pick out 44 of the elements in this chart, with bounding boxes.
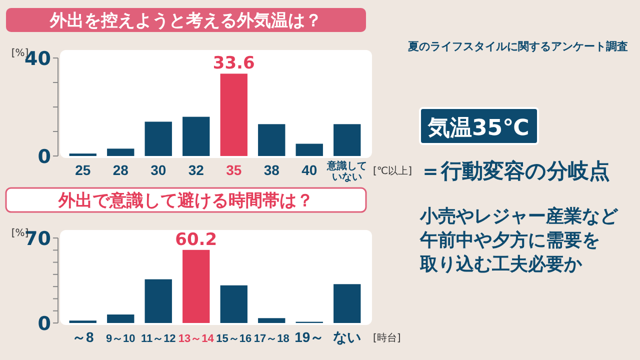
data-label: 33.6 (212, 54, 255, 74)
x-tick-label: 35 (226, 162, 242, 178)
data-label: 60.2 (175, 230, 218, 250)
x-tick-label: 19～ (294, 329, 324, 345)
bar (220, 285, 248, 323)
x-tick-label: 意識していない (326, 160, 368, 183)
bar (144, 279, 172, 323)
bar (220, 74, 248, 156)
chart-title: 外出を控えようと考える外気温は？ (49, 11, 322, 31)
bar (334, 284, 361, 323)
text: ＝行動変容の分岐点 (420, 159, 610, 183)
bar (296, 144, 323, 156)
bar (258, 318, 286, 323)
bar (107, 148, 134, 156)
chart-title: 外出で意識して避ける時間帯は？ (58, 191, 314, 211)
x-tick-label: ～8 (72, 329, 94, 345)
x-tick-label: 11～12 (140, 333, 176, 345)
text: 午前中や夕方に需要を (419, 230, 600, 251)
y-axis-title: [%] (11, 228, 29, 239)
x-axis-title: [℃以上] (373, 165, 412, 177)
text: 気温35℃ (427, 116, 530, 141)
bar (334, 124, 361, 156)
x-tick-label: 25 (75, 162, 91, 178)
x-tick-label: 28 (112, 162, 129, 178)
bar (107, 314, 134, 323)
x-tick-label: 15～16 (216, 333, 252, 345)
x-tick-label: 40 (302, 162, 318, 178)
text: 夏のライフスタイルに関するアンケート調査 (407, 40, 628, 53)
x-tick-label: ない (333, 329, 362, 345)
x-tick-label: 13～14 (178, 333, 215, 345)
text: 小売やレジャー産業など (419, 206, 619, 227)
x-tick-label: 30 (150, 162, 166, 178)
bar (182, 250, 210, 323)
x-tick-label: 38 (264, 162, 280, 178)
x-tick-label: 32 (188, 162, 204, 178)
text: 取り込む工夫必要か (419, 254, 583, 275)
y-tick-label: 0 (38, 313, 51, 335)
bar (144, 122, 172, 156)
x-axis-title: [時台] (373, 332, 401, 344)
bar (258, 124, 286, 156)
bar (182, 116, 210, 156)
x-tick-label: 17～18 (254, 333, 290, 345)
x-tick-label: 9～10 (106, 333, 136, 345)
y-tick-label: 0 (38, 146, 51, 168)
